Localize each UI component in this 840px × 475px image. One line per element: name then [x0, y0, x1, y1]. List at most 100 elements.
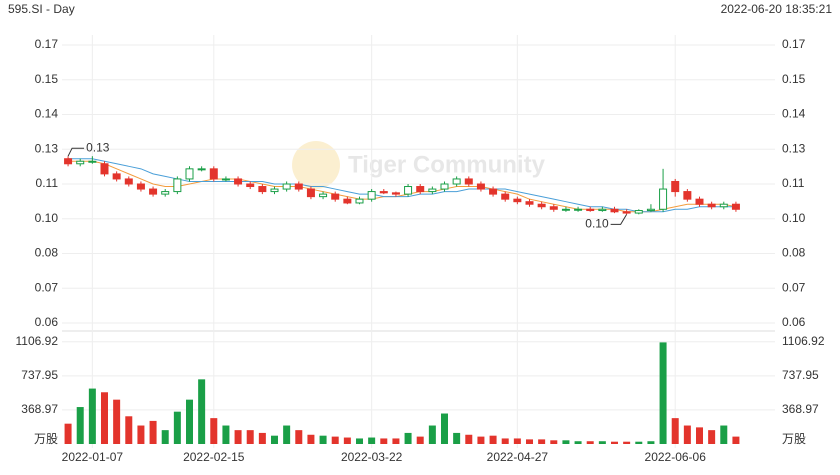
watermark-text: Tiger Community — [348, 151, 546, 178]
candle-body — [331, 193, 340, 200]
candle-body — [549, 206, 558, 210]
volume-bar — [513, 438, 521, 444]
candle-body — [355, 198, 364, 204]
candle-body — [501, 193, 510, 200]
y-tick-label-right: 368.97 — [782, 402, 819, 416]
candle-body — [464, 178, 473, 185]
candle-body — [659, 188, 668, 210]
volume-bar — [501, 438, 509, 444]
volume-bar — [647, 441, 655, 444]
y-tick-label: 0.10 — [35, 211, 59, 225]
candle-body — [136, 183, 145, 190]
volume-bar — [149, 420, 157, 444]
volume-bar — [598, 441, 606, 444]
candle-body — [622, 211, 631, 214]
volume-bar — [137, 425, 145, 444]
y-tick-label: 0.15 — [35, 72, 59, 86]
low-leader — [610, 214, 628, 225]
high-annotation: 0.13 — [86, 140, 110, 154]
volume-bar — [489, 435, 497, 444]
volume-bar — [319, 435, 327, 444]
volume-bar — [732, 436, 740, 444]
candle-body — [270, 188, 279, 193]
volume-bar — [210, 418, 218, 444]
candle-body — [719, 203, 728, 208]
candle-body — [149, 188, 158, 195]
candle-body — [76, 160, 85, 165]
volume-bar — [307, 434, 315, 444]
volume-bar — [88, 388, 96, 444]
candle-body — [306, 188, 315, 198]
candle-body — [404, 186, 413, 195]
candle-body — [209, 168, 218, 180]
candle-body — [416, 186, 425, 193]
y-tick-label-right: 0.10 — [782, 211, 806, 225]
y-tick-label-right: 0.08 — [782, 246, 806, 260]
volume-bar — [696, 427, 703, 444]
x-tick-label: 2022-06-06 — [645, 450, 707, 464]
volume-bar — [611, 441, 618, 444]
candle-body — [246, 183, 255, 188]
y-tick-label-right: 0.06 — [782, 315, 806, 329]
candle-body — [64, 158, 73, 165]
candle-body — [610, 208, 619, 213]
y-tick-label: 0.13 — [35, 141, 59, 155]
symbol: 595.SI - Day — [8, 2, 75, 16]
candle-body — [671, 180, 680, 193]
volume-unit: 万股 — [34, 432, 58, 446]
volume-bar — [222, 425, 230, 444]
y-tick-label: 0.08 — [35, 246, 59, 260]
volume-bar — [234, 430, 242, 444]
candle-body — [476, 183, 485, 190]
y-tick-label-right: 737.95 — [782, 368, 819, 382]
volume-bar — [343, 437, 351, 444]
candle-body — [282, 183, 291, 190]
y-tick-label-right: 0.17 — [782, 37, 806, 51]
volume-bar — [173, 411, 181, 444]
candle-body — [112, 173, 121, 180]
volume-bar — [161, 430, 169, 444]
volume-bar — [562, 440, 570, 444]
candle-body — [100, 163, 109, 175]
candle-body — [646, 208, 655, 212]
candle-body — [379, 191, 388, 194]
y-tick-label: 0.06 — [35, 315, 59, 329]
candle-body — [707, 203, 716, 208]
volume-bar — [574, 441, 582, 444]
candle-body — [234, 178, 243, 185]
volume-bar — [586, 441, 594, 444]
volume-bar — [404, 432, 412, 444]
high-leader — [67, 147, 85, 157]
x-tick-label: 2022-01-07 — [62, 450, 124, 464]
volume-bar — [271, 435, 278, 444]
volume-bar — [635, 441, 643, 444]
candle-body — [221, 178, 230, 181]
volume-bar — [368, 437, 376, 444]
candle-body — [391, 192, 400, 195]
y-tick-label-right: 0.13 — [782, 141, 806, 155]
candle-body — [343, 198, 352, 204]
candle-body — [440, 183, 449, 190]
volume-bar — [477, 436, 485, 444]
y-tick-label: 1106.92 — [16, 334, 59, 348]
y-tick-label: 368.97 — [21, 402, 58, 416]
watermark: Tiger Community — [292, 141, 546, 189]
volume-bar — [283, 425, 291, 444]
volume-bar — [380, 438, 388, 444]
candle-body — [88, 160, 97, 163]
volume-bar — [198, 379, 206, 444]
y-tick-label: 0.14 — [35, 107, 59, 121]
volume-bar — [64, 423, 72, 444]
volume-bar — [186, 399, 193, 444]
candle-body — [574, 208, 583, 211]
volume-bar — [465, 434, 473, 444]
y-tick-label-right: 0.07 — [782, 280, 806, 294]
y-tick-label-right: 0.11 — [782, 176, 805, 190]
candle-body — [537, 203, 546, 208]
volume-bar — [428, 425, 436, 444]
candle-body — [561, 208, 570, 211]
x-tick-label: 2022-03-22 — [341, 450, 403, 464]
timestamp: 2022-06-20 18:35:21 — [721, 2, 833, 16]
volume-bar — [295, 430, 303, 444]
volume-bar — [331, 436, 339, 444]
